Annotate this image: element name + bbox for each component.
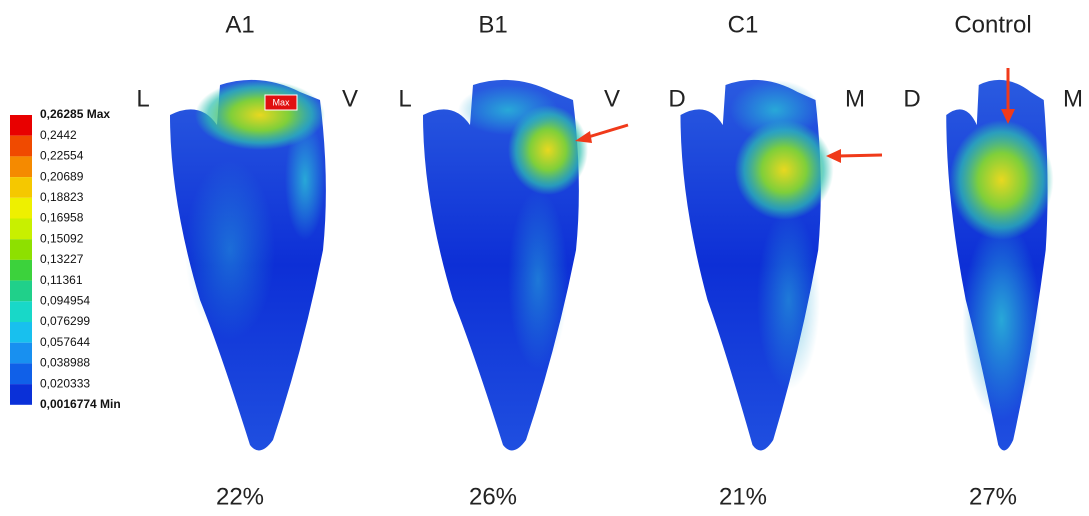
legend-label: 0,2442 (40, 128, 77, 142)
legend-label: 0,22554 (40, 149, 84, 163)
legend-label: 0,020333 (40, 376, 90, 390)
legend-label: 0,13227 (40, 252, 84, 266)
legend-label: 0,11361 (40, 273, 83, 287)
side-label: D (668, 85, 685, 112)
side-label: L (136, 85, 149, 112)
percent-label: 27% (969, 483, 1017, 510)
percent-label: 22% (216, 483, 264, 510)
legend-label: 0,057644 (40, 335, 90, 349)
panel-title: Control (954, 11, 1031, 38)
arrow (838, 155, 882, 156)
legend-label: 0,094954 (40, 293, 90, 307)
tooth-model (423, 80, 588, 451)
legend-label: 0,076299 (40, 314, 90, 328)
legend-label: 0,20689 (40, 169, 84, 183)
side-label: D (903, 85, 920, 112)
figure: 0,26285 Max 0,2442 0,22554 0,20689 0,18823 0,… (0, 0, 1089, 516)
legend-swatch (10, 177, 32, 198)
side-label: V (604, 85, 620, 112)
legend-swatch (10, 239, 32, 260)
legend-swatch (10, 136, 32, 157)
panel-title: C1 (728, 11, 759, 38)
side-label: L (398, 85, 411, 112)
legend-swatch (10, 384, 32, 405)
legend-label: 0,038988 (40, 356, 90, 370)
legend-swatch (10, 301, 32, 322)
legend-swatch (10, 198, 32, 219)
legend-swatch (10, 260, 32, 281)
percent-label: 26% (469, 483, 517, 510)
side-label: M (845, 85, 865, 112)
tooth-model (946, 80, 1053, 451)
max-marker-label: Max (272, 97, 290, 107)
legend-label: 0,16958 (40, 211, 84, 225)
legend-label: 0,15092 (40, 231, 84, 245)
side-label: V (342, 85, 358, 112)
tooth-model: Max (170, 80, 326, 451)
legend: 0,26285 Max 0,2442 0,22554 0,20689 0,18823 0,… (10, 107, 121, 411)
panel-title: B1 (478, 11, 507, 38)
legend-swatch (10, 363, 32, 384)
legend-swatch (10, 219, 32, 240)
legend-swatch (10, 281, 32, 302)
percent-label: 21% (719, 483, 767, 510)
side-label: M (1063, 85, 1083, 112)
legend-swatch (10, 115, 32, 136)
legend-label: 0,0016774 Min (40, 397, 121, 411)
legend-swatch (10, 156, 32, 177)
tooth-model (681, 80, 834, 451)
legend-swatch (10, 322, 32, 343)
legend-swatch (10, 343, 32, 364)
panel-title: A1 (225, 11, 254, 38)
legend-label: 0,18823 (40, 190, 84, 204)
arrow (585, 125, 628, 138)
legend-label: 0,26285 Max (40, 107, 110, 121)
